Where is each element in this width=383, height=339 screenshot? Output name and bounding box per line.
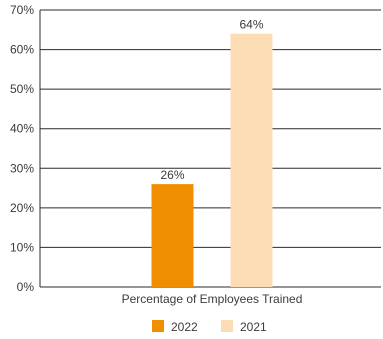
y-tick-label: 70%: [10, 3, 34, 17]
y-tick-label: 10%: [10, 240, 34, 254]
y-tick-label: 60%: [10, 43, 34, 57]
y-tick-label: 50%: [10, 82, 34, 96]
gridlines: [39, 9, 381, 288]
y-tick-label: 20%: [10, 201, 34, 215]
legend-label-2022: 2022: [171, 320, 198, 334]
data-label-2022: 26%: [160, 168, 184, 182]
bar-2022: [151, 184, 194, 287]
y-tick-label: 40%: [10, 122, 34, 136]
bars: [151, 33, 273, 287]
bar-2021: [230, 33, 273, 287]
data-labels: 26% 64%: [160, 18, 263, 182]
x-category-label: Percentage of Employees Trained: [122, 292, 303, 306]
y-tick-label: 0%: [17, 280, 35, 294]
y-axis-ticks: 0% 10% 20% 30% 40% 50% 60% 70%: [10, 3, 34, 294]
data-label-2021: 64%: [239, 18, 263, 32]
legend-swatch-2021: [221, 320, 233, 332]
legend-swatch-2022: [152, 320, 164, 332]
legend-label-2021: 2021: [240, 320, 267, 334]
y-tick-label: 30%: [10, 161, 34, 175]
legend: 2022 2021: [152, 320, 267, 334]
